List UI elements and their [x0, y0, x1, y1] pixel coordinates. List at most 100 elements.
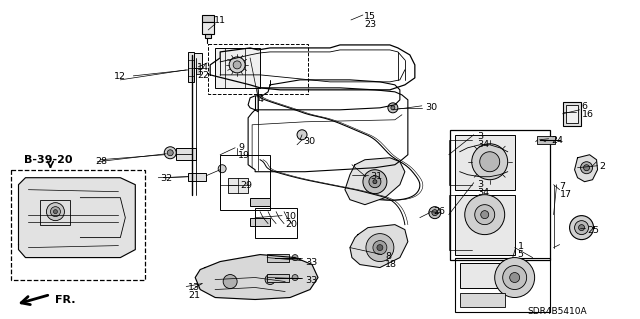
Circle shape	[429, 207, 441, 219]
Bar	[10, 170, 145, 279]
Text: 8: 8	[385, 252, 391, 261]
Circle shape	[377, 245, 383, 251]
Circle shape	[167, 150, 173, 156]
Bar	[460, 263, 505, 287]
Bar	[450, 130, 550, 260]
Text: 20: 20	[285, 220, 297, 229]
Text: 31: 31	[370, 172, 382, 181]
Text: 23: 23	[364, 20, 376, 29]
Circle shape	[495, 257, 534, 298]
Circle shape	[265, 275, 275, 285]
Bar	[267, 274, 289, 282]
Bar	[194, 53, 202, 68]
Bar	[267, 254, 289, 262]
Bar	[255, 208, 297, 238]
Text: 34: 34	[477, 188, 489, 197]
Circle shape	[164, 147, 176, 159]
Circle shape	[509, 272, 520, 283]
Text: 11: 11	[214, 16, 226, 25]
Circle shape	[54, 210, 58, 214]
Polygon shape	[350, 225, 408, 268]
Circle shape	[297, 130, 307, 140]
Circle shape	[366, 234, 394, 262]
Bar	[215, 48, 260, 88]
Bar	[536, 136, 555, 144]
Circle shape	[292, 255, 298, 261]
Bar	[188, 52, 194, 82]
Bar	[455, 257, 550, 313]
Text: SDR4B5410A: SDR4B5410A	[527, 308, 588, 316]
Circle shape	[580, 162, 593, 174]
Bar	[563, 102, 580, 126]
Text: 5: 5	[518, 249, 524, 259]
Circle shape	[480, 152, 500, 172]
Text: 22: 22	[197, 71, 209, 80]
Text: 9: 9	[238, 143, 244, 152]
Text: 2: 2	[600, 162, 605, 171]
Text: 24: 24	[552, 136, 564, 145]
Circle shape	[47, 203, 65, 221]
Circle shape	[218, 165, 226, 173]
Polygon shape	[575, 155, 598, 182]
Circle shape	[363, 170, 387, 194]
Circle shape	[373, 241, 387, 255]
Bar	[176, 148, 196, 160]
Text: 14: 14	[197, 63, 209, 72]
Bar	[202, 15, 214, 22]
Polygon shape	[195, 255, 318, 300]
Bar	[40, 200, 70, 225]
Text: FR.: FR.	[56, 294, 76, 305]
Text: 6: 6	[582, 102, 588, 111]
Text: 30: 30	[425, 103, 437, 112]
Circle shape	[584, 165, 589, 171]
Bar	[205, 34, 211, 38]
Circle shape	[229, 57, 245, 73]
Text: 26: 26	[433, 207, 445, 216]
Text: 32: 32	[160, 174, 172, 183]
Text: 7: 7	[559, 182, 566, 191]
Circle shape	[388, 103, 398, 113]
Bar	[202, 22, 214, 34]
Circle shape	[465, 195, 505, 234]
Bar	[228, 178, 248, 193]
Polygon shape	[19, 178, 135, 257]
Text: 28: 28	[95, 157, 108, 166]
Text: 16: 16	[582, 110, 593, 119]
Text: 15: 15	[364, 12, 376, 21]
Circle shape	[579, 225, 584, 231]
Circle shape	[51, 207, 60, 217]
Circle shape	[475, 205, 495, 225]
Text: 3: 3	[477, 180, 483, 189]
Bar	[188, 173, 206, 181]
Bar	[250, 198, 270, 206]
Text: 30: 30	[303, 137, 315, 146]
Circle shape	[373, 180, 377, 184]
Bar	[196, 68, 200, 74]
Circle shape	[233, 61, 241, 69]
Text: 25: 25	[588, 226, 600, 235]
Polygon shape	[345, 158, 405, 205]
Text: 13: 13	[188, 283, 200, 292]
Bar	[455, 195, 515, 255]
Circle shape	[391, 106, 395, 110]
Circle shape	[575, 221, 589, 234]
Circle shape	[369, 176, 381, 188]
Text: 18: 18	[385, 260, 397, 269]
Bar	[220, 155, 270, 210]
Circle shape	[292, 275, 298, 280]
Text: B-39-20: B-39-20	[24, 155, 73, 165]
Bar	[208, 44, 308, 94]
Text: 34: 34	[477, 140, 489, 149]
Bar	[455, 135, 515, 190]
Text: 10: 10	[285, 211, 297, 221]
Text: 17: 17	[559, 190, 572, 199]
Bar	[250, 218, 270, 226]
Bar	[566, 105, 577, 123]
Text: 19: 19	[238, 151, 250, 160]
Circle shape	[472, 144, 508, 180]
Text: 21: 21	[188, 291, 200, 300]
Circle shape	[223, 275, 237, 288]
Circle shape	[432, 210, 438, 216]
Text: 1: 1	[518, 241, 524, 251]
Text: 33: 33	[305, 257, 317, 267]
